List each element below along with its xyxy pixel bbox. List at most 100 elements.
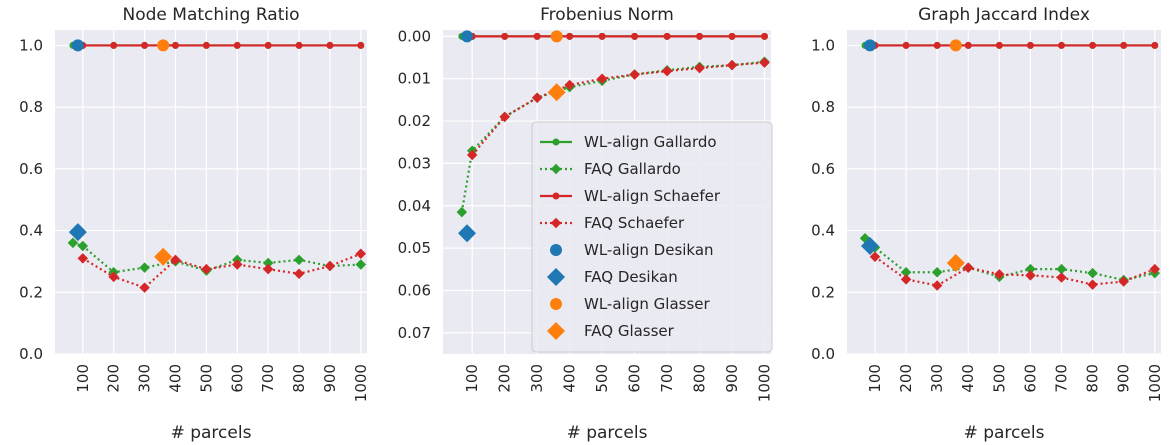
x-tick-label: 800 [1084, 364, 1102, 393]
data-point [694, 62, 705, 74]
y-tick-label: 0.2 [811, 283, 835, 301]
y-tick-label: 0.2 [19, 283, 43, 301]
series [871, 41, 1159, 49]
data-point [355, 259, 367, 270]
series [547, 83, 566, 102]
data-point [110, 41, 118, 49]
data-point [1025, 263, 1036, 275]
y-tick-label: 1.0 [811, 36, 835, 54]
data-point [262, 263, 274, 275]
legend-marker [550, 244, 562, 256]
series [77, 248, 367, 293]
data-point [202, 41, 210, 49]
data-point [1120, 41, 1128, 49]
x-tick-label: 600 [1021, 364, 1039, 393]
chart-title: Node Matching Ratio [123, 5, 300, 25]
legend-entry: FAQ Glasser [547, 322, 675, 340]
data-point [696, 32, 704, 40]
legend-entry: WL-align Desikan [550, 241, 714, 259]
data-point [931, 266, 943, 278]
data-point [154, 247, 173, 266]
series [468, 32, 769, 40]
data-point [994, 269, 1005, 280]
y-tick-label: 1.0 [19, 36, 43, 54]
data-point [501, 32, 509, 40]
x-tick-label: 100 [74, 364, 92, 393]
y-tick-label: 0.4 [19, 222, 43, 240]
data-point [264, 41, 272, 49]
data-point [1149, 263, 1161, 275]
x-tick-label: 700 [658, 364, 676, 393]
data-point [1056, 272, 1067, 283]
series [861, 237, 880, 255]
legend-marker [547, 268, 565, 286]
legend-label: FAQ Schaefer [584, 214, 685, 232]
series [157, 39, 170, 52]
x-tick-label: 1000 [1146, 364, 1164, 402]
x-tick-label: 900 [1115, 364, 1133, 393]
data-point [995, 41, 1003, 49]
data-point [598, 32, 606, 40]
y-tick-label: 0.8 [19, 98, 43, 116]
y-tick-label: 0.05 [398, 239, 431, 257]
x-tick-label: 800 [290, 364, 308, 393]
legend-marker [547, 322, 565, 340]
legend-label: WL-align Schaefer [584, 187, 721, 205]
data-point [201, 263, 212, 275]
data-point [946, 253, 965, 272]
data-point [68, 223, 87, 242]
data-point [726, 59, 738, 71]
data-point [566, 32, 574, 40]
y-tick-label: 0.8 [811, 98, 835, 116]
y-tick-label: 0.03 [398, 154, 431, 172]
data-point [232, 259, 243, 270]
series [550, 30, 563, 43]
data-point [141, 41, 149, 49]
data-point [1056, 263, 1067, 275]
data-point [964, 41, 972, 49]
data-point [900, 266, 912, 278]
data-point [461, 30, 474, 43]
x-tick-label: 200 [496, 364, 514, 393]
data-point [1151, 41, 1159, 49]
series [869, 251, 1161, 291]
data-point [663, 32, 671, 40]
y-tick-label: 0.4 [811, 222, 835, 240]
data-point [661, 65, 673, 77]
data-point [357, 41, 365, 49]
plot-background [55, 30, 367, 354]
data-point [869, 251, 881, 263]
series [946, 253, 965, 272]
data-point [157, 39, 170, 52]
y-tick-label: 0.01 [398, 70, 431, 88]
data-point [861, 237, 880, 255]
data-point [547, 83, 566, 102]
data-point [1089, 41, 1097, 49]
data-point [262, 257, 274, 269]
data-point [77, 240, 89, 252]
legend-label: FAQ Desikan [584, 268, 678, 286]
chart-title: Graph Jaccard Index [918, 5, 1090, 25]
data-point [139, 262, 150, 273]
legend-entry: WL-align Gallardo [540, 133, 717, 151]
x-tick-label: 700 [1053, 364, 1071, 393]
data-point [108, 271, 119, 283]
data-point [949, 39, 962, 52]
legend-marker [550, 298, 562, 310]
data-point [900, 274, 912, 285]
data-point [1026, 41, 1034, 49]
x-tick-label: 500 [197, 364, 215, 393]
legend-entry: FAQ Gallardo [540, 160, 681, 178]
y-tick-label: 0.07 [398, 324, 431, 342]
x-axis-label: # parcels [964, 423, 1045, 443]
data-point [77, 253, 89, 264]
legend-marker [550, 163, 562, 175]
series [68, 223, 87, 242]
series [461, 30, 474, 43]
legend-entry: WL-align Schaefer [540, 187, 721, 205]
data-point [456, 206, 468, 218]
legend-label: WL-align Desikan [584, 241, 714, 259]
series [949, 39, 962, 52]
data-point [596, 73, 608, 84]
